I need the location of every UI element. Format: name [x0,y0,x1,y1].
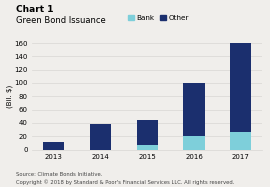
Text: Green Bond Issuance: Green Bond Issuance [16,16,106,25]
Legend: Bank, Other: Bank, Other [125,13,193,24]
Bar [184,136,205,150]
Bar [137,120,158,145]
Text: Source: Climate Bonds Initiative.: Source: Climate Bonds Initiative. [16,172,103,177]
Bar [230,41,251,132]
Bar [90,124,111,150]
Text: Copyright © 2018 by Standard & Poor's Financial Services LLC. All rights reserve: Copyright © 2018 by Standard & Poor's Fi… [16,180,235,185]
Text: Chart 1: Chart 1 [16,5,54,14]
Bar [230,132,251,150]
Bar [184,83,205,136]
Bar [137,145,158,150]
Bar [43,142,64,150]
Y-axis label: (Bil. $): (Bil. $) [6,85,13,108]
